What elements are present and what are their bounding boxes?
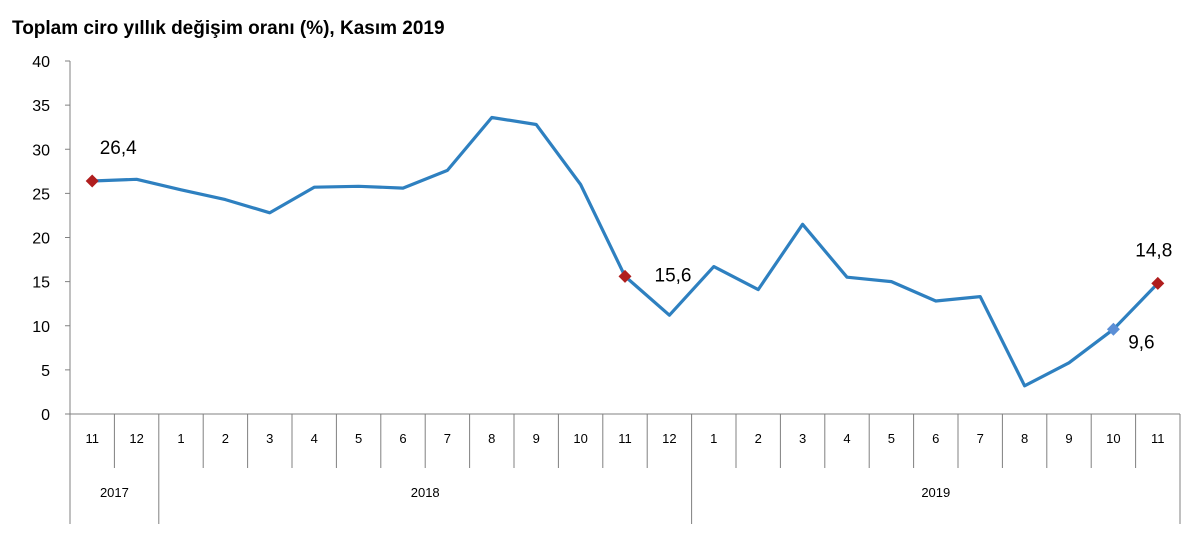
x-year-label: 2019	[921, 485, 950, 500]
y-tick-label: 25	[32, 186, 50, 203]
y-tick-label: 10	[32, 319, 50, 336]
x-tick-label: 4	[843, 431, 850, 446]
series-layer	[90, 115, 1160, 388]
x-tick-label: 3	[799, 431, 806, 446]
x-tick-label: 11	[1151, 431, 1165, 446]
marker-layer: 26,4 15,6 9,6 14,8	[85, 138, 1172, 353]
x-tick-label: 8	[1021, 431, 1028, 446]
x-tick-label: 6	[932, 431, 939, 446]
x-tick-label: 11	[618, 431, 632, 446]
y-tick-label: 0	[41, 407, 50, 424]
x-tick-label: 3	[266, 431, 273, 446]
data-label: 14,8	[1135, 240, 1172, 261]
x-tick-label: 10	[573, 431, 587, 446]
x-tick-label: 10	[1106, 431, 1120, 446]
x-tick-label: 5	[888, 431, 895, 446]
x-tick-label: 1	[710, 431, 717, 446]
x-tick-label: 11	[85, 431, 99, 446]
data-label: 26,4	[100, 138, 137, 159]
y-tick-label: 35	[32, 98, 50, 115]
x-tick-label: 1	[177, 431, 184, 446]
series-line	[90, 115, 1160, 388]
x-tick-label: 4	[311, 431, 318, 446]
x-tick-label: 8	[488, 431, 495, 446]
x-tick-label: 7	[444, 431, 451, 446]
highlight-marker	[1151, 276, 1165, 290]
x-tick-label: 9	[533, 431, 540, 446]
x-tick-label: 9	[1065, 431, 1072, 446]
x-tick-label: 5	[355, 431, 362, 446]
y-tick-label: 20	[32, 231, 50, 248]
x-year-label: 2017	[100, 485, 129, 500]
data-label: 9,6	[1128, 332, 1154, 353]
x-tick-label: 2	[222, 431, 229, 446]
highlight-marker	[85, 174, 99, 188]
x-tick-label: 7	[977, 431, 984, 446]
x-year-label: 2018	[411, 485, 440, 500]
x-tick-label: 2	[755, 431, 762, 446]
highlight-marker	[1106, 322, 1120, 336]
y-tick-label: 30	[32, 142, 50, 159]
x-tick-label: 12	[129, 431, 143, 446]
chart-title: Toplam ciro yıllık değişim oranı (%), Ka…	[12, 18, 445, 39]
x-tick-label: 6	[399, 431, 406, 446]
y-tick-label: 5	[41, 363, 50, 380]
y-axis: 0 5 10 15 20 25 30 35 40	[32, 54, 71, 424]
data-label: 15,6	[655, 265, 692, 286]
y-tick-label: 15	[32, 275, 50, 292]
highlight-marker	[618, 269, 632, 283]
x-tick-label: 12	[662, 431, 676, 446]
y-tick-label: 40	[32, 54, 50, 71]
